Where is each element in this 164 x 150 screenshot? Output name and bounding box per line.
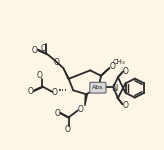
Text: N: N xyxy=(111,84,117,93)
Text: O: O xyxy=(123,100,129,109)
Text: O: O xyxy=(32,46,38,55)
Text: O: O xyxy=(110,62,115,71)
Text: O: O xyxy=(40,44,46,52)
Text: O: O xyxy=(53,58,59,67)
Polygon shape xyxy=(85,94,87,106)
FancyBboxPatch shape xyxy=(90,82,106,93)
Text: O: O xyxy=(28,87,34,96)
Text: O: O xyxy=(77,105,83,114)
Text: O: O xyxy=(123,67,129,76)
Text: CH₃: CH₃ xyxy=(113,59,126,65)
Polygon shape xyxy=(63,68,70,79)
Text: O: O xyxy=(54,109,60,118)
Text: O: O xyxy=(65,125,71,134)
Text: Abs: Abs xyxy=(92,85,104,90)
Text: O: O xyxy=(36,71,42,80)
Polygon shape xyxy=(101,68,109,76)
Text: O: O xyxy=(52,88,58,97)
